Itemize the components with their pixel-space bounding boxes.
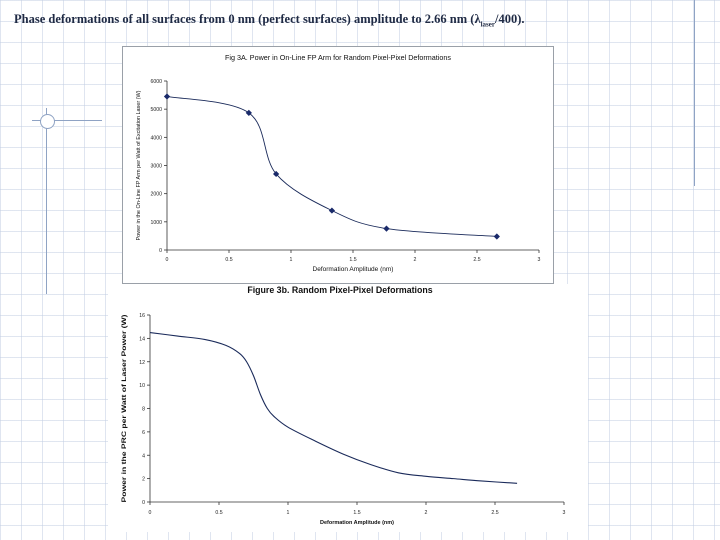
data-point-marker [493, 233, 500, 240]
x-tick-label: 3 [538, 257, 541, 263]
y-tick-label: 12 [139, 360, 145, 366]
x-tick-label: 1.5 [353, 510, 360, 516]
x-tick-label: 2.5 [473, 257, 480, 263]
x-tick-label: 2 [425, 510, 428, 516]
x-axis-label: Deformation Amplitude (nm) [320, 520, 394, 526]
y-tick-label: 6000 [150, 79, 162, 85]
x-tick-label: 0.5 [215, 510, 222, 516]
series-line [149, 331, 518, 484]
y-tick-label: 0 [159, 248, 162, 254]
y-axis-label: Power in the PRC per Watt of Laser Power… [121, 315, 128, 503]
x-axis-label: Deformation Amplitude (nm) [313, 266, 394, 273]
x-tick-label: 3 [563, 510, 566, 516]
y-tick-label: 4 [142, 453, 145, 459]
data-point-marker [245, 109, 252, 116]
decor-line-right [694, 0, 695, 186]
chart-power-fp-arm: Fig 3A. Power in On-Line FP Arm for Rand… [122, 46, 554, 284]
chart-power-prc: Figure 3b. Random Pixel-Pixel Deformatio… [108, 284, 588, 532]
y-tick-label: 4000 [150, 135, 162, 141]
decor-line-horizontal [32, 120, 102, 121]
y-tick-label: 1000 [150, 220, 162, 226]
chart-title: Figure 3b. Random Pixel-Pixel Deformatio… [247, 285, 432, 295]
x-tick-label: 1 [287, 510, 290, 516]
y-tick-label: 6 [142, 430, 145, 436]
x-tick-label: 1.5 [349, 257, 356, 263]
x-tick-label: 0 [166, 257, 169, 263]
y-tick-label: 0 [142, 500, 145, 506]
data-point-marker [273, 170, 280, 178]
y-tick-label: 3000 [150, 164, 162, 170]
chart-title: Fig 3A. Power in On-Line FP Arm for Rand… [225, 53, 451, 62]
y-tick-label: 10 [139, 383, 145, 389]
x-tick-label: 0 [149, 510, 152, 516]
y-tick-label: 5000 [150, 107, 162, 113]
y-tick-label: 8 [142, 407, 145, 413]
data-point-marker [328, 207, 336, 214]
y-tick-label: 16 [139, 313, 145, 319]
chart-b-svg: Figure 3b. Random Pixel-Pixel Deformatio… [121, 285, 566, 526]
data-point-marker [163, 93, 171, 100]
y-axis-label: Power in the On-Line FP Arm per Watt of … [136, 90, 142, 240]
series-line [166, 96, 497, 237]
y-tick-label: 14 [139, 336, 145, 342]
x-tick-label: 2 [414, 257, 417, 263]
x-tick-label: 1 [290, 257, 293, 263]
data-point-marker [383, 225, 390, 232]
slide-title: Phase deformations of all surfaces from … [14, 12, 525, 29]
y-tick-label: 2000 [150, 192, 162, 198]
x-tick-label: 0.5 [225, 257, 232, 263]
y-tick-label: 2 [142, 477, 145, 483]
chart-a-svg: Fig 3A. Power in On-Line FP Arm for Rand… [136, 53, 541, 273]
decor-circle [40, 114, 55, 129]
x-tick-label: 2.5 [491, 510, 498, 516]
decor-line-left [46, 108, 47, 294]
